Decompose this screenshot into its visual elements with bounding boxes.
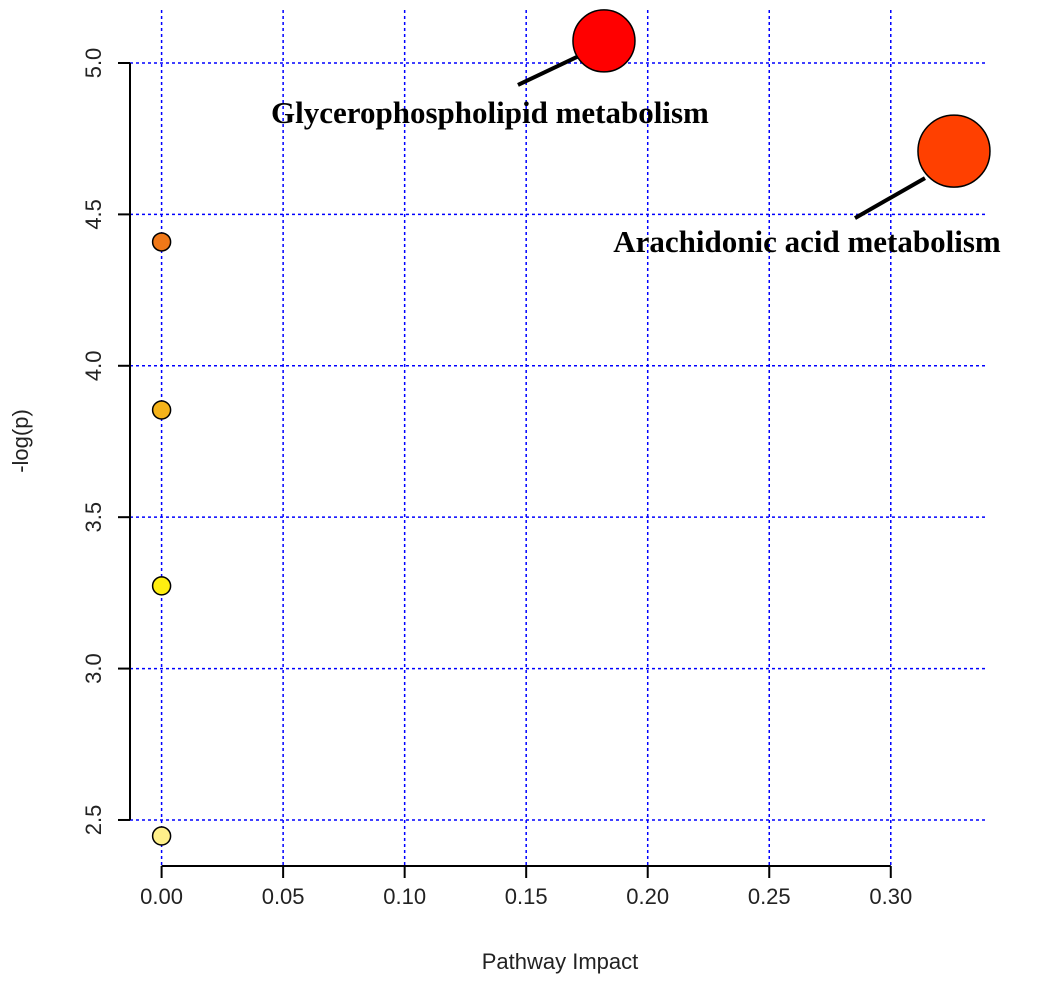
x-tick-label: 0.15 <box>505 884 548 909</box>
y-tick-label: 4.5 <box>81 199 106 230</box>
bubble <box>917 114 991 188</box>
y-tick-label: 2.5 <box>81 805 106 836</box>
y-tick-label: 3.5 <box>81 502 106 533</box>
point-label: Arachidonic acid metabolism <box>613 224 1001 259</box>
bubble <box>151 400 172 420</box>
y-tick-label: 5.0 <box>81 48 106 79</box>
bubble <box>151 232 172 252</box>
x-tick-label: 0.00 <box>140 884 183 909</box>
point-label: Glycerophospholipid metabolism <box>271 95 709 130</box>
x-tick-label: 0.30 <box>869 884 912 909</box>
y-axis-label: -log(p) <box>8 409 33 473</box>
bubble <box>151 826 172 846</box>
x-tick-label: 0.10 <box>383 884 426 909</box>
y-tick-label: 4.0 <box>81 350 106 381</box>
bubble <box>572 9 636 73</box>
x-tick-label: 0.05 <box>262 884 305 909</box>
leader-line <box>517 55 578 87</box>
bubble <box>151 576 172 596</box>
leader-line <box>853 176 926 220</box>
x-tick-label: 0.25 <box>748 884 791 909</box>
y-tick-label: 3.0 <box>81 653 106 684</box>
x-axis-label: Pathway Impact <box>482 949 639 974</box>
x-tick-label: 0.20 <box>626 884 669 909</box>
